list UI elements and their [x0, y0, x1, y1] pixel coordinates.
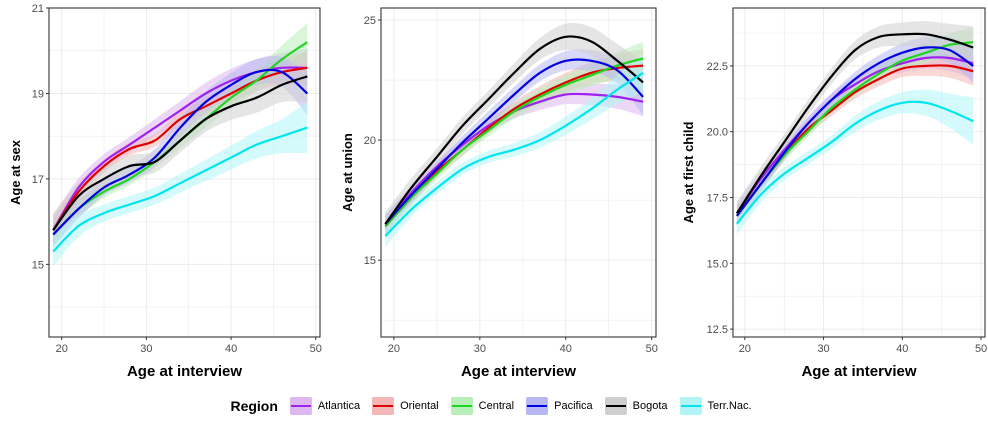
legend-label-atlantica: Atlantica [317, 400, 361, 412]
series-line-terr-nac [384, 71, 644, 237]
legend-title: Region [230, 398, 278, 414]
y-axis-title: Age at first child [681, 122, 696, 224]
series-line-terr-nac [736, 100, 974, 225]
chart-panel-3: 20 30 40 50 12.5 15.0 17.5 20.0 22.5 Age at inter… [681, 7, 987, 380]
legend-key-pacifica [526, 397, 549, 415]
band-terr-nac [736, 89, 974, 235]
series-lines [735, 32, 974, 225]
y-tick-label: 20 [364, 135, 376, 147]
series-line-oriental [52, 66, 308, 231]
series-line-bogota [735, 32, 974, 214]
series-lines [384, 35, 644, 237]
x-tick-label: 30 [140, 343, 152, 355]
y-tick-label: 21 [32, 3, 44, 15]
legend-label-terr-nac: Terr.Nac. [707, 400, 752, 412]
y-tick-label: 15.0 [707, 258, 728, 270]
x-tick-label: 20 [388, 343, 400, 355]
y-tick-label: 19 [32, 88, 44, 100]
chart-panel-2: 20 30 40 50 15 20 25 Age at interview Age at uni… [340, 7, 658, 380]
y-tick-label: 12.5 [707, 324, 728, 336]
y-tick-label: 15 [32, 259, 44, 271]
series-line-pacifica [52, 68, 309, 236]
legend-key-bogota [604, 397, 627, 415]
legend-item-bogota: Bogota [604, 397, 668, 415]
x-tick-label: 20 [56, 343, 68, 355]
y-tick-label: 17 [32, 174, 44, 186]
legend-key-terr-nac [679, 397, 702, 415]
series-line-terr-nac [52, 126, 308, 253]
panel-border [380, 7, 657, 338]
x-tick-label: 40 [225, 343, 237, 355]
legend: Region Atlantica Oriental Central Pacifi… [0, 393, 988, 419]
legend-key-central [450, 397, 473, 415]
x-tick-label: 50 [310, 343, 322, 355]
chart-panels: 20 30 40 50 15 17 19 21 Age at interview Age at s… [8, 3, 987, 380]
y-tick-label: 25 [364, 15, 376, 27]
x-tick-label: 40 [896, 343, 908, 355]
y-axis-title: Age at sex [8, 139, 23, 205]
panel-border [732, 7, 986, 338]
series-line-bogota [384, 35, 644, 225]
y-tick-label: 17.5 [707, 193, 728, 205]
series-line-atlantica [735, 56, 974, 214]
band-bogota [385, 22, 644, 237]
x-tick-label: 40 [560, 343, 572, 355]
panel-border [48, 7, 321, 338]
y-tick-label: 20.0 [707, 127, 728, 139]
series-line-central [384, 57, 644, 228]
band-bogota [736, 21, 974, 226]
y-tick-label: 15 [364, 255, 376, 267]
x-axis-title: Age at interview [801, 363, 916, 380]
gridlines [733, 8, 985, 337]
band-bogota [53, 50, 308, 248]
x-tick-label: 50 [646, 343, 658, 355]
legend-label-pacifica: Pacifica [554, 400, 593, 412]
series-line-oriental [384, 64, 644, 228]
series-line-bogota [52, 75, 308, 231]
x-tick-label: 30 [817, 343, 829, 355]
chart-panel-1: 20 30 40 50 15 17 19 21 Age at interview Age at s… [8, 3, 322, 380]
legend-label-central: Central [478, 400, 515, 412]
series-line-pacifica [384, 58, 644, 225]
x-tick-label: 20 [739, 343, 751, 355]
legend-item-oriental: Oriental [372, 397, 439, 415]
legend-item-pacifica: Pacifica [526, 397, 593, 415]
series-line-pacifica [736, 46, 974, 217]
legend-key-atlantica [289, 397, 312, 415]
x-axis-title: Age at interview [127, 363, 242, 380]
legend-key-oriental [372, 397, 395, 415]
x-axis-title: Age at interview [461, 363, 576, 380]
y-axis-title: Age at union [340, 133, 355, 212]
series-lines [52, 41, 309, 253]
legend-item-terr-nac: Terr.Nac. [679, 397, 752, 415]
legend-label-oriental: Oriental [400, 400, 439, 412]
y-tick-label: 22.5 [707, 61, 728, 73]
x-tick-label: 30 [474, 343, 486, 355]
legend-label-bogota: Bogota [632, 400, 668, 412]
x-tick-label: 50 [975, 343, 987, 355]
legend-item-central: Central [450, 397, 515, 415]
legend-item-atlantica: Atlantica [289, 397, 361, 415]
